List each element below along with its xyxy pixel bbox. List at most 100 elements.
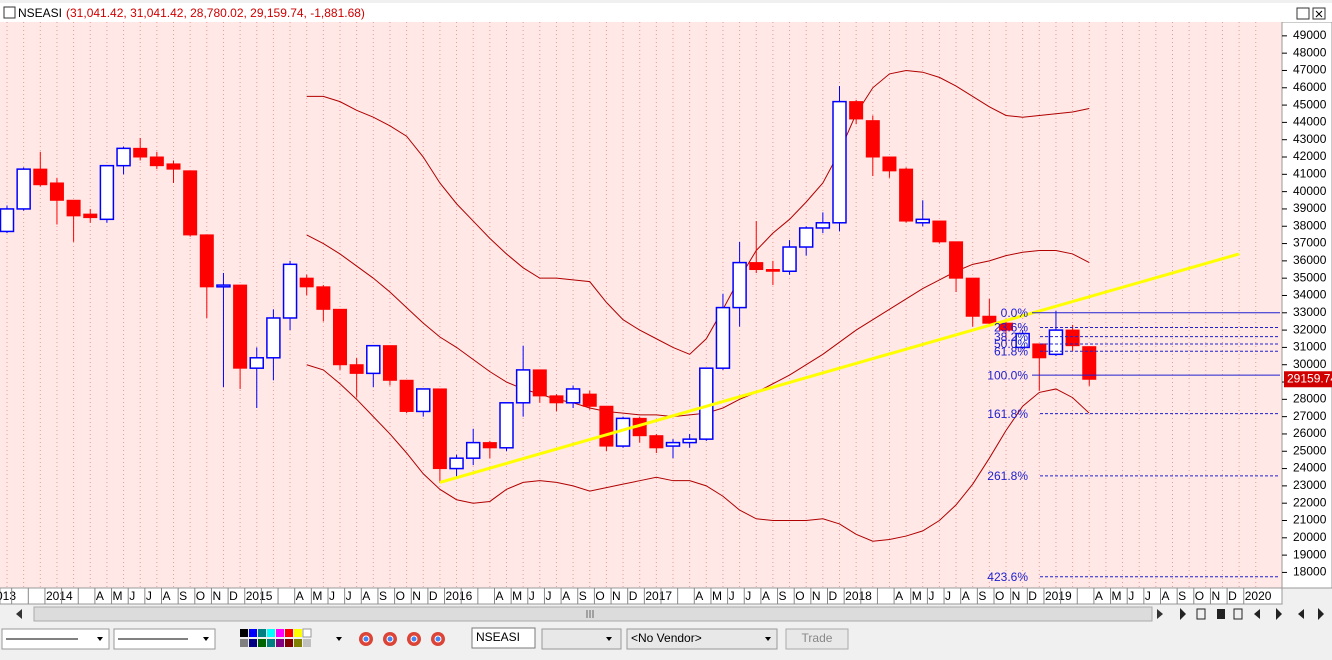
x-tick-label: M (312, 589, 322, 603)
x-tick-label: M (1112, 589, 1122, 603)
candle-body (249, 357, 264, 369)
candle-body (16, 168, 31, 210)
chart-layer: 0.0%23.6%38.2%50.0%61.8% 100.0% 161.8% 261.… (0, 22, 1280, 588)
y-tick-label: 48000 (1293, 45, 1327, 59)
x-tick-label: O (196, 589, 205, 603)
y-tick-label: 45000 (1293, 97, 1327, 111)
select-box[interactable] (541, 628, 622, 650)
header-icon[interactable] (3, 6, 16, 19)
color-palette[interactable] (240, 628, 312, 647)
candle-body (882, 156, 897, 172)
dropdown-arrow (97, 637, 103, 641)
y-tick-label: 34000 (1293, 288, 1327, 302)
candle-body (515, 369, 531, 404)
x-tick-label: 2020 (1245, 589, 1272, 603)
dropdown-arrow[interactable] (336, 637, 342, 641)
y-tick-label: 26000 (1293, 426, 1327, 440)
y-tick-label: 39000 (1293, 201, 1327, 215)
x-tick-label: A (163, 589, 171, 603)
nav-icon[interactable] (1318, 608, 1324, 620)
ohlc-text: (31,041.42, 31,041.42, 28,780.02, 29,159… (66, 6, 365, 20)
x-tick-label: S (779, 589, 787, 603)
x-tick-label: J (146, 589, 152, 603)
x-tick-label: A (96, 589, 104, 603)
scroll-left[interactable] (16, 609, 22, 619)
x-tick-label: A (296, 589, 304, 603)
x-tick-label: J (1128, 589, 1134, 603)
browser-icons (359, 632, 445, 646)
axis-layer: 0132014AMJJASOND2015AMJJASOND2016AMJJASO… (0, 28, 1332, 604)
nav-icon[interactable] (1298, 609, 1304, 619)
nav-icon[interactable] (1254, 609, 1260, 619)
candle-body (599, 405, 614, 447)
nav-icon[interactable] (1196, 608, 1206, 620)
nav-icon[interactable] (1217, 609, 1225, 619)
fib-label: 38.2% (994, 330, 1028, 344)
nav-icon[interactable] (1180, 608, 1186, 620)
candle-body (149, 156, 164, 167)
y-tick-label: 46000 (1293, 80, 1327, 94)
candle-body (349, 364, 364, 374)
x-tick-label: N (1211, 589, 1220, 603)
candle-body (382, 345, 397, 381)
restore-button[interactable] (1296, 7, 1310, 20)
x-tick-label: J (1145, 589, 1151, 603)
candle-body (682, 438, 697, 444)
trade-button-label: Trade (802, 631, 833, 645)
x-tick-label: J (928, 589, 934, 603)
scroll-right[interactable] (1157, 609, 1163, 619)
y-tick-label: 21000 (1293, 513, 1327, 527)
symbol-input[interactable] (471, 627, 536, 649)
candle-body (765, 269, 780, 272)
x-tick-label: O (995, 589, 1004, 603)
x-tick-label: O (795, 589, 804, 603)
fib-label: 261.8% (987, 469, 1028, 483)
candle-body (649, 435, 664, 449)
x-tick-label: N (1012, 589, 1021, 603)
trade-button[interactable] (785, 628, 849, 650)
x-axis-area (0, 587, 1283, 605)
x-tick-label: 2019 (1045, 589, 1072, 603)
candle-body (999, 322, 1013, 331)
y-tick-label: 49000 (1293, 28, 1327, 42)
y-tick-label: 42000 (1293, 149, 1327, 163)
x-tick-label: D (229, 589, 238, 603)
x-tick-label: 2015 (246, 589, 273, 603)
candle-body (482, 442, 497, 449)
y-tick-label: 28000 (1293, 392, 1327, 406)
x-tick-label: N (612, 589, 621, 603)
x-tick-label: M (712, 589, 722, 603)
candle-body (1048, 329, 1064, 356)
candle-body (66, 199, 81, 217)
candle-body (432, 388, 447, 470)
header-text: NSEASI (31,041.42, 31,041.42, 28,780.02, … (18, 6, 365, 20)
symbol: NSEASI (18, 6, 62, 20)
vendor-select[interactable] (626, 628, 778, 650)
y-tick-label: 38000 (1293, 218, 1327, 232)
y-tick-label: 43000 (1293, 132, 1327, 146)
y-tick-label: 33000 (1293, 305, 1327, 319)
candle-body (83, 213, 98, 219)
x-tick-label: O (396, 589, 405, 603)
nav-icons (1180, 608, 1324, 620)
x-tick-label: S (1178, 589, 1186, 603)
fib-label: 161.8% (987, 407, 1028, 421)
y-tick-label: 35000 (1293, 270, 1327, 284)
x-tick-label: 2016 (446, 589, 473, 603)
x-tick-label: A (895, 589, 903, 603)
candle-body (282, 263, 298, 319)
y-tick-label: 27000 (1293, 409, 1327, 423)
candle-body (715, 306, 731, 369)
candle-body (932, 220, 947, 243)
bollinger-band (306, 69, 1090, 355)
nav-icon[interactable] (1233, 608, 1243, 620)
x-tick-label: D (1028, 589, 1037, 603)
candle-body (465, 441, 481, 459)
x-tick-label: N (812, 589, 821, 603)
candle-body (33, 168, 48, 186)
x-tick-label: A (362, 589, 370, 603)
x-tick-label: D (629, 589, 638, 603)
x-tick-label: J (346, 589, 352, 603)
nav-icon[interactable] (1276, 608, 1282, 620)
